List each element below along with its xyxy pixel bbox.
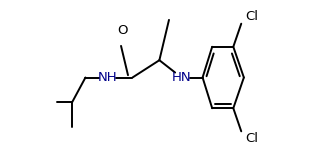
Text: NH: NH [98,71,117,84]
Text: HN: HN [172,71,191,84]
Text: Cl: Cl [245,10,259,23]
Text: O: O [118,24,128,37]
Text: Cl: Cl [245,132,259,145]
